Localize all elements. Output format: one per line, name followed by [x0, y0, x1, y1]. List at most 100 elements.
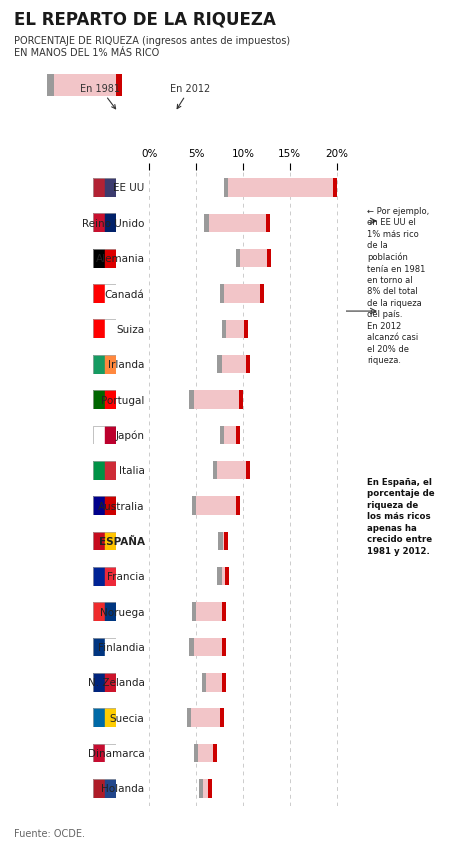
- Bar: [93, 179, 105, 198]
- Bar: [93, 391, 105, 409]
- Bar: [222, 285, 262, 304]
- Text: En 2012: En 2012: [170, 84, 210, 109]
- Text: Italia: Italia: [118, 466, 145, 476]
- Bar: [207, 214, 268, 233]
- Text: N. Zelanda: N. Zelanda: [88, 677, 145, 688]
- Bar: [224, 320, 246, 339]
- Bar: [224, 179, 228, 197]
- Bar: [93, 249, 105, 268]
- Bar: [239, 391, 243, 409]
- Bar: [222, 638, 227, 657]
- Bar: [93, 532, 105, 551]
- Bar: [105, 744, 116, 763]
- Text: Australia: Australia: [98, 501, 145, 511]
- Text: Suiza: Suiza: [117, 324, 145, 334]
- Bar: [105, 391, 116, 409]
- Bar: [219, 532, 223, 550]
- Bar: [105, 779, 116, 798]
- Text: Japón: Japón: [116, 430, 145, 441]
- Bar: [47, 75, 122, 97]
- Bar: [93, 356, 105, 374]
- Bar: [218, 356, 222, 374]
- Bar: [225, 567, 229, 586]
- Bar: [246, 356, 250, 374]
- Text: Canadá: Canadá: [105, 289, 145, 299]
- Text: Alemania: Alemania: [96, 254, 145, 264]
- Text: Reino Unido: Reino Unido: [82, 218, 145, 229]
- Text: Holanda: Holanda: [101, 783, 145, 793]
- Text: ESPAÑA: ESPAÑA: [99, 537, 145, 546]
- Bar: [191, 638, 224, 657]
- Text: EL REPARTO DE LA RIQUEZA: EL REPARTO DE LA RIQUEZA: [14, 10, 276, 28]
- Bar: [236, 250, 240, 268]
- Bar: [201, 780, 210, 798]
- Bar: [204, 673, 224, 692]
- Bar: [194, 603, 224, 621]
- Text: Noruega: Noruega: [100, 607, 145, 617]
- Text: EN MANOS DEL 1% MÁS RICO: EN MANOS DEL 1% MÁS RICO: [14, 48, 159, 58]
- Bar: [105, 602, 116, 621]
- Bar: [105, 638, 116, 657]
- Bar: [194, 744, 198, 763]
- Bar: [105, 426, 116, 444]
- Bar: [93, 744, 105, 763]
- Bar: [219, 356, 247, 374]
- Bar: [199, 780, 203, 798]
- Bar: [93, 285, 105, 304]
- Bar: [191, 391, 241, 409]
- Bar: [266, 214, 270, 233]
- Bar: [93, 673, 105, 692]
- Bar: [105, 179, 116, 198]
- Bar: [105, 567, 116, 586]
- Bar: [220, 426, 225, 444]
- Bar: [192, 496, 196, 515]
- Bar: [226, 179, 335, 197]
- Bar: [105, 461, 116, 480]
- Bar: [93, 709, 105, 728]
- Bar: [220, 709, 225, 727]
- Bar: [105, 496, 116, 515]
- Bar: [260, 285, 264, 304]
- Bar: [189, 638, 193, 657]
- Text: Portugal: Portugal: [101, 395, 145, 405]
- Bar: [189, 391, 193, 409]
- Bar: [236, 426, 240, 444]
- Bar: [244, 320, 248, 339]
- Bar: [93, 602, 105, 621]
- Bar: [93, 320, 105, 339]
- Bar: [105, 356, 116, 374]
- Bar: [213, 461, 217, 480]
- Bar: [93, 496, 105, 515]
- Text: PORCENTAJE DE RIQUEZA (ingresos antes de impuestos): PORCENTAJE DE RIQUEZA (ingresos antes de…: [14, 36, 291, 46]
- Bar: [105, 709, 116, 728]
- Bar: [246, 461, 250, 480]
- Bar: [93, 461, 105, 480]
- Text: Finlandia: Finlandia: [98, 642, 145, 653]
- Bar: [201, 673, 206, 692]
- Bar: [213, 744, 217, 763]
- Bar: [93, 779, 105, 798]
- Bar: [267, 250, 271, 268]
- Bar: [93, 567, 105, 586]
- Bar: [105, 673, 116, 692]
- Bar: [238, 250, 269, 268]
- Bar: [222, 673, 227, 692]
- Text: EE UU: EE UU: [113, 183, 145, 194]
- Bar: [222, 426, 238, 444]
- Bar: [105, 285, 116, 304]
- Text: Irlanda: Irlanda: [108, 360, 145, 369]
- Bar: [236, 496, 240, 515]
- Text: Suecia: Suecia: [110, 713, 145, 722]
- Bar: [187, 709, 191, 727]
- Bar: [192, 603, 196, 621]
- Bar: [105, 532, 116, 551]
- Text: En España, el
porcentaje de
riqueza de
los más ricos
apenas ha
crecido entre
198: En España, el porcentaje de riqueza de l…: [367, 478, 435, 555]
- Bar: [204, 214, 209, 233]
- Text: Dinamarca: Dinamarca: [88, 748, 145, 758]
- Text: ← Por ejemplo,
en EE UU el
1% más rico
de la
población
tenía en 1981
en torno al: ← Por ejemplo, en EE UU el 1% más rico d…: [367, 206, 429, 365]
- Text: Fuente: OCDE.: Fuente: OCDE.: [14, 827, 85, 838]
- Bar: [220, 285, 225, 304]
- Bar: [215, 461, 247, 480]
- Bar: [220, 532, 226, 550]
- Bar: [47, 75, 54, 97]
